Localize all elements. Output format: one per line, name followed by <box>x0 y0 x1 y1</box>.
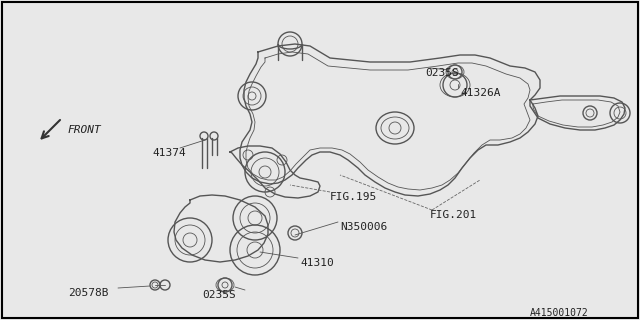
Text: FIG.201: FIG.201 <box>430 210 477 220</box>
Text: 0235S: 0235S <box>202 290 236 300</box>
Text: A415001072: A415001072 <box>530 308 589 318</box>
Text: 41310: 41310 <box>300 258 333 268</box>
Text: FRONT: FRONT <box>68 125 102 135</box>
Text: FIG.195: FIG.195 <box>330 192 377 202</box>
Text: N350006: N350006 <box>340 222 387 232</box>
Text: 0235S: 0235S <box>425 68 459 78</box>
Text: 20578B: 20578B <box>68 288 109 298</box>
Text: 41326A: 41326A <box>460 88 500 98</box>
Text: 41374: 41374 <box>152 148 186 158</box>
